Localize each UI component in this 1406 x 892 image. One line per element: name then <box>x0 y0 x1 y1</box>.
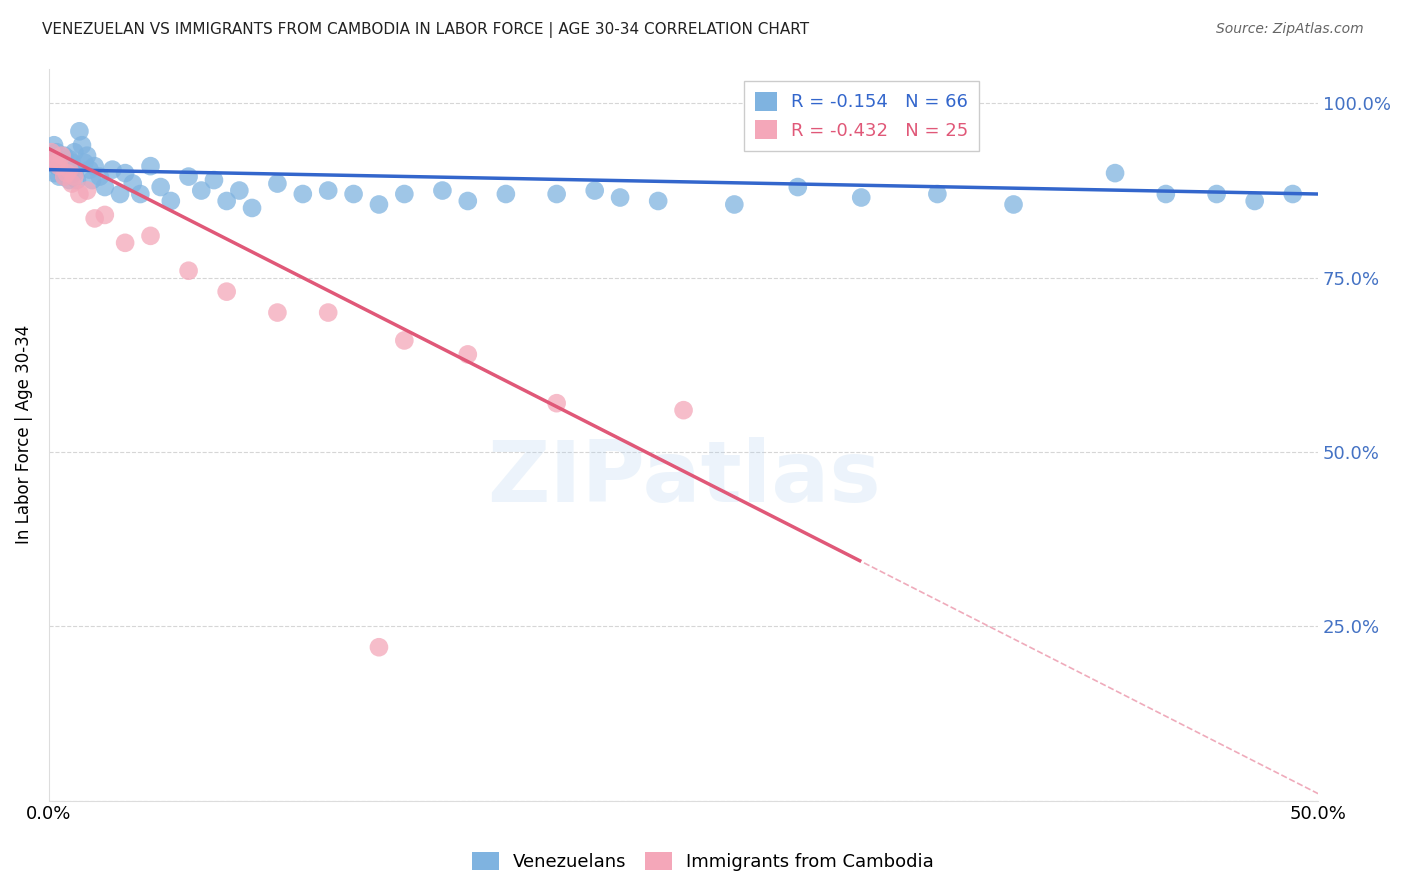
Point <box>149 180 172 194</box>
Point <box>48 152 70 166</box>
Point <box>114 235 136 250</box>
Point <box>58 152 80 166</box>
Point <box>266 177 288 191</box>
Point <box>70 138 93 153</box>
Point <box>83 211 105 226</box>
Point <box>66 173 89 187</box>
Point <box>228 184 250 198</box>
Text: VENEZUELAN VS IMMIGRANTS FROM CAMBODIA IN LABOR FORCE | AGE 30-34 CORRELATION CH: VENEZUELAN VS IMMIGRANTS FROM CAMBODIA I… <box>42 22 810 38</box>
Point <box>139 159 162 173</box>
Point <box>60 155 83 169</box>
Point <box>82 173 104 187</box>
Point <box>42 138 65 153</box>
Point <box>55 159 77 173</box>
Point <box>41 152 63 166</box>
Point <box>457 194 479 208</box>
Point <box>42 166 65 180</box>
Point <box>546 396 568 410</box>
Point <box>1205 187 1227 202</box>
Point <box>1104 166 1126 180</box>
Point <box>51 149 73 163</box>
Point <box>45 155 67 169</box>
Point <box>63 145 86 160</box>
Point <box>53 169 76 184</box>
Point <box>45 145 67 160</box>
Point <box>121 177 143 191</box>
Point <box>1281 187 1303 202</box>
Point <box>48 169 70 184</box>
Point <box>89 169 111 184</box>
Legend: Venezuelans, Immigrants from Cambodia: Venezuelans, Immigrants from Cambodia <box>464 845 942 879</box>
Point <box>647 194 669 208</box>
Point <box>291 187 314 202</box>
Point <box>73 155 96 169</box>
Point <box>67 187 90 202</box>
Point <box>55 166 77 180</box>
Point <box>76 149 98 163</box>
Point <box>316 184 339 198</box>
Legend: R = -0.154   N = 66, R = -0.432   N = 25: R = -0.154 N = 66, R = -0.432 N = 25 <box>744 81 979 151</box>
Point <box>240 201 263 215</box>
Point <box>851 190 873 204</box>
Point <box>41 145 63 160</box>
Point <box>51 162 73 177</box>
Point <box>342 187 364 202</box>
Point <box>672 403 695 417</box>
Point <box>394 187 416 202</box>
Y-axis label: In Labor Force | Age 30-34: In Labor Force | Age 30-34 <box>15 325 32 544</box>
Point <box>190 184 212 198</box>
Point <box>60 177 83 191</box>
Point <box>215 285 238 299</box>
Point <box>60 162 83 177</box>
Point <box>63 166 86 180</box>
Point <box>108 187 131 202</box>
Point <box>42 152 65 166</box>
Point <box>1243 194 1265 208</box>
Point <box>723 197 745 211</box>
Point <box>1154 187 1177 202</box>
Point <box>76 184 98 198</box>
Point <box>58 173 80 187</box>
Point <box>368 197 391 211</box>
Point <box>583 184 606 198</box>
Point <box>1002 197 1025 211</box>
Point <box>53 149 76 163</box>
Point <box>48 159 70 173</box>
Point <box>457 347 479 361</box>
Point <box>546 187 568 202</box>
Point <box>609 190 631 204</box>
Point <box>316 305 339 319</box>
Point <box>53 169 76 184</box>
Point <box>177 169 200 184</box>
Point <box>58 162 80 177</box>
Point <box>394 334 416 348</box>
Point <box>129 187 152 202</box>
Point <box>432 184 454 198</box>
Point <box>101 162 124 177</box>
Point <box>63 169 86 184</box>
Point <box>202 173 225 187</box>
Point <box>51 155 73 169</box>
Point <box>927 187 949 202</box>
Point <box>94 180 117 194</box>
Point <box>83 159 105 173</box>
Point <box>266 305 288 319</box>
Point <box>139 228 162 243</box>
Point <box>368 640 391 655</box>
Point <box>55 166 77 180</box>
Point <box>45 159 67 173</box>
Point <box>114 166 136 180</box>
Point <box>159 194 181 208</box>
Point <box>786 180 808 194</box>
Point <box>495 187 517 202</box>
Point <box>67 124 90 138</box>
Text: Source: ZipAtlas.com: Source: ZipAtlas.com <box>1216 22 1364 37</box>
Point <box>94 208 117 222</box>
Point <box>79 162 101 177</box>
Text: ZIPatlas: ZIPatlas <box>486 437 880 520</box>
Point <box>177 263 200 277</box>
Point <box>215 194 238 208</box>
